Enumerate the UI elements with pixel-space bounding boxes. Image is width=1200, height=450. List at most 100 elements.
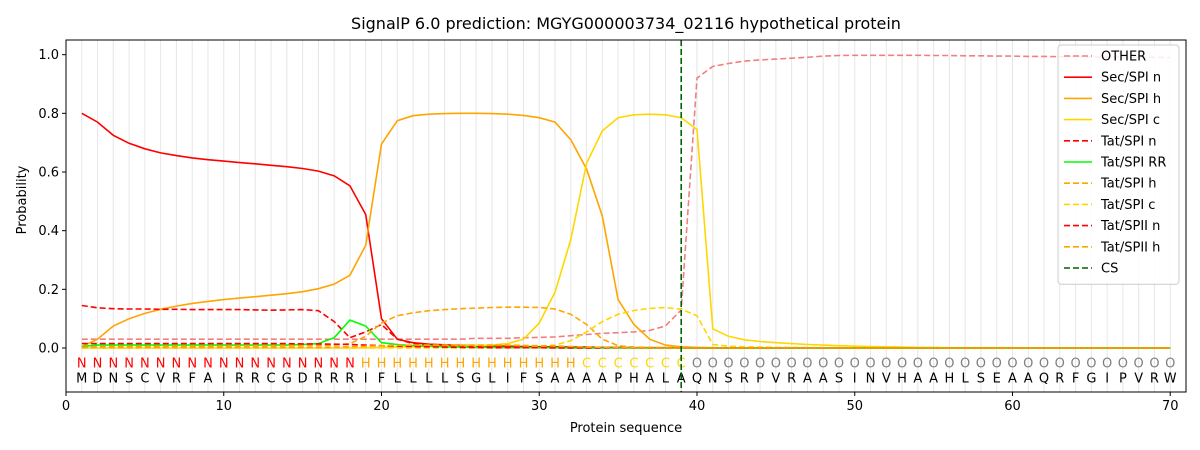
residue-label: S <box>535 371 543 386</box>
region-label: N <box>314 357 324 372</box>
y-axis-label: Probability <box>15 165 30 234</box>
chart-title: SignalP 6.0 prediction: MGYG000003734_02… <box>351 14 901 34</box>
residue-label: A <box>598 371 607 386</box>
residue-label: A <box>582 371 591 386</box>
residue-label: L <box>662 371 670 386</box>
residue-label: L <box>425 371 433 386</box>
residue-label: A <box>1024 371 1033 386</box>
region-label: O <box>1086 357 1096 372</box>
residue-label: F <box>378 371 385 386</box>
residue-label: V <box>882 371 891 386</box>
residue-label: E <box>993 371 1001 386</box>
x-tick-label: 30 <box>531 399 548 414</box>
residue-label: A <box>913 371 922 386</box>
region-label: N <box>235 357 245 372</box>
legend-entry: Tat/SPI RR <box>1100 156 1166 171</box>
y-tick-label: 0.2 <box>38 283 59 298</box>
residue-label: N <box>108 371 118 386</box>
region-label: O <box>976 357 986 372</box>
region-label: N <box>203 357 213 372</box>
residue-label: S <box>724 371 732 386</box>
region-label: O <box>1070 357 1080 372</box>
series-line-other <box>81 54 1171 341</box>
region-label: O <box>787 357 797 372</box>
residue-label: F <box>188 371 195 386</box>
residue-label: H <box>944 371 954 386</box>
region-label: H <box>408 357 418 372</box>
residue-label: R <box>345 371 354 386</box>
region-label: C <box>582 357 591 372</box>
region-label: O <box>739 357 749 372</box>
region-label: O <box>865 357 875 372</box>
region-label: H <box>440 357 450 372</box>
residue-label: A <box>645 371 654 386</box>
region-label: O <box>1039 357 1049 372</box>
region-label: N <box>282 357 292 372</box>
residue-label: F <box>520 371 527 386</box>
region-label: N <box>93 357 103 372</box>
residue-label: L <box>409 371 417 386</box>
region-label: H <box>550 357 560 372</box>
residue-label: L <box>441 371 449 386</box>
residue-label: A <box>819 371 828 386</box>
legend-entry: Tat/SPII n <box>1100 219 1160 234</box>
series-line-tat-spii-h <box>81 344 1171 349</box>
legend-entry: Sec/SPI c <box>1101 113 1160 128</box>
residue-label: R <box>787 371 796 386</box>
region-label: O <box>1102 357 1112 372</box>
plot-area: NMNDNNNSNCNVNRNFNANINRNRNCNGNDNRNRNRHIHF… <box>38 39 1187 414</box>
residue-label: L <box>962 371 970 386</box>
legend-entry: OTHER <box>1101 50 1146 65</box>
legend: OTHER Sec/SPI n Sec/SPI h Sec/SPI c Tat/SPI … <box>1057 44 1180 285</box>
region-label: O <box>1055 357 1065 372</box>
residue-label: V <box>156 371 165 386</box>
residue-label: A <box>1008 371 1017 386</box>
region-label: O <box>802 357 812 372</box>
region-label: H <box>519 357 529 372</box>
region-label: N <box>345 357 355 372</box>
residue-label: A <box>204 371 213 386</box>
residue-label: R <box>251 371 260 386</box>
region-label: O <box>1134 357 1144 372</box>
residue-label: I <box>222 371 226 386</box>
region-label: H <box>534 357 544 372</box>
region-label: H <box>471 357 481 372</box>
legend-entry: CS <box>1101 262 1118 277</box>
region-label: O <box>928 357 938 372</box>
residue-label: M <box>76 371 87 386</box>
residue-label: H <box>629 371 639 386</box>
region-label: N <box>172 357 182 372</box>
residue-label: N <box>866 371 876 386</box>
region-label: N <box>266 357 276 372</box>
region-label: H <box>424 357 434 372</box>
residue-label: R <box>235 371 244 386</box>
region-label: O <box>1118 357 1128 372</box>
residue-label: R <box>1150 371 1159 386</box>
region-label: N <box>219 357 229 372</box>
residue-label: G <box>1086 371 1096 386</box>
residue-label: L <box>488 371 496 386</box>
region-label: O <box>1165 357 1175 372</box>
residue-label: P <box>756 371 764 386</box>
y-tick-label: 0.4 <box>38 224 59 239</box>
residue-label: G <box>282 371 292 386</box>
region-label: C <box>661 357 670 372</box>
residue-label: N <box>708 371 718 386</box>
region-label: N <box>77 357 87 372</box>
legend-box <box>1057 44 1180 285</box>
legend-entry: Tat/SPII h <box>1100 240 1160 255</box>
region-label: O <box>723 357 733 372</box>
residue-label: R <box>740 371 749 386</box>
y-tick-label: 1.0 <box>38 48 59 63</box>
x-tick-label: 0 <box>62 399 70 414</box>
x-tick-label: 20 <box>373 399 390 414</box>
residue-label: I <box>853 371 857 386</box>
region-label: N <box>298 357 308 372</box>
residue-label: V <box>771 371 780 386</box>
region-label: C <box>614 357 623 372</box>
x-tick-label: 40 <box>689 399 706 414</box>
x-tick-label: 10 <box>215 399 232 414</box>
x-tick-label: 50 <box>846 399 863 414</box>
region-label: O <box>755 357 765 372</box>
